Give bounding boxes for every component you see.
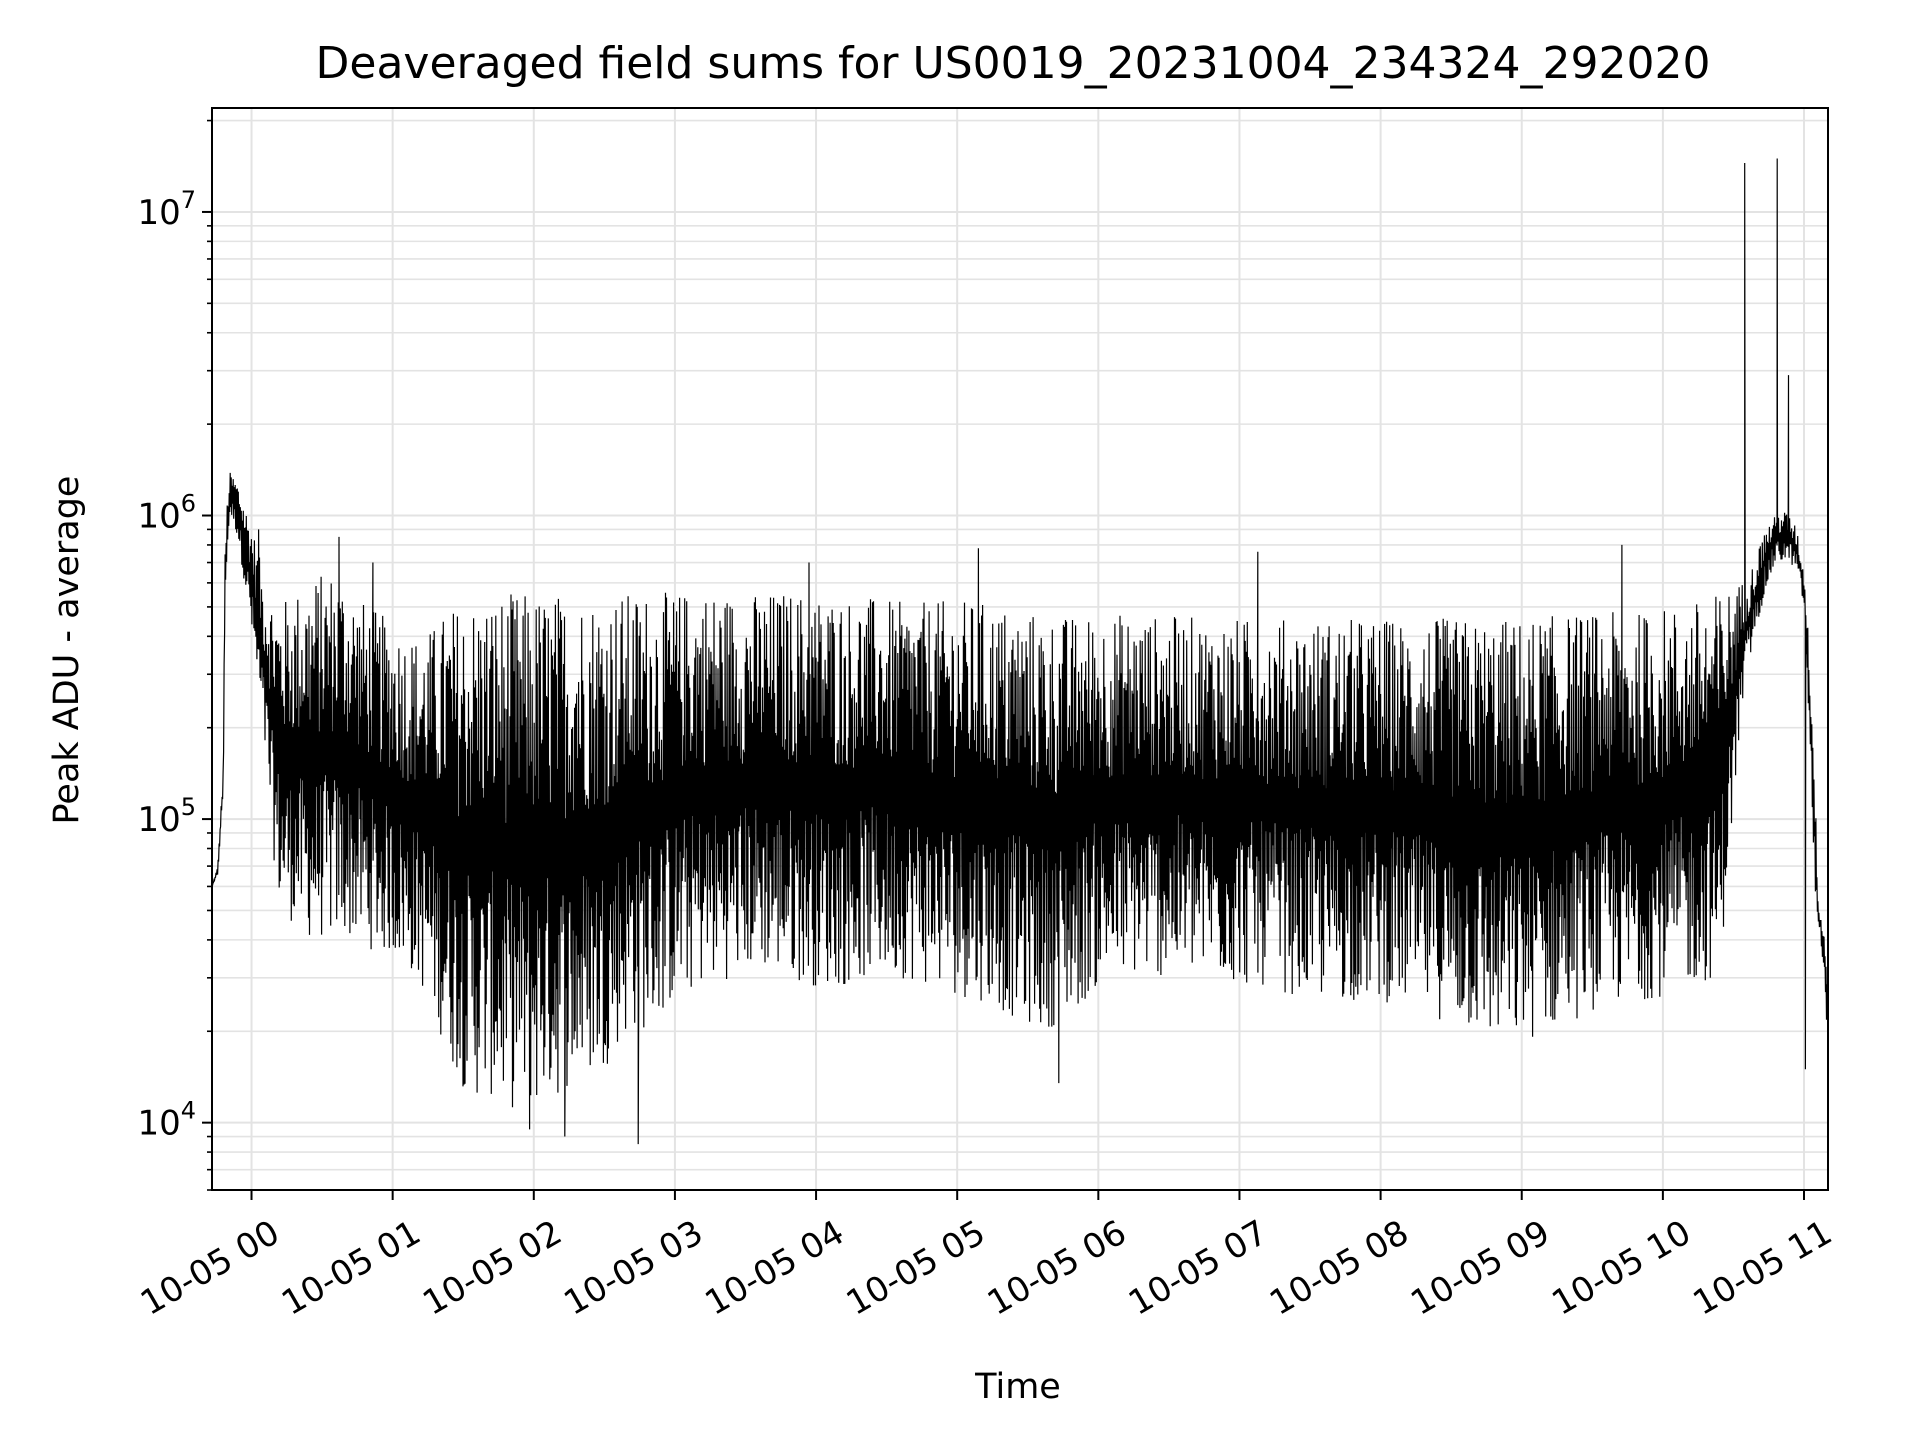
y-tick-label: 104: [137, 1097, 196, 1144]
x-tick-label: 10-05 04: [699, 1213, 851, 1324]
x-tick-label: 10-05 06: [981, 1213, 1133, 1324]
x-tick-label: 10-05 10: [1545, 1213, 1697, 1324]
x-tick-label: 10-05 11: [1687, 1213, 1839, 1324]
y-tick-label: 105: [137, 793, 196, 840]
x-tick-label: 10-05 07: [1122, 1213, 1274, 1324]
y-tick-label: 106: [137, 490, 196, 537]
chart-title: Deaveraged field sums for US0019_2023100…: [316, 38, 1711, 89]
x-tick-label: 10-05 03: [557, 1213, 709, 1324]
x-axis-label: Time: [974, 1367, 1061, 1407]
series-layer: [211, 158, 1829, 1145]
y-axis-label: Peak ADU - average: [47, 476, 87, 825]
x-tick-label: 10-05 00: [134, 1213, 286, 1324]
x-tick-label: 10-05 02: [416, 1213, 568, 1324]
y-axis-ticks: 104 105 106 107: [137, 119, 212, 1191]
x-tick-label: 10-05 09: [1404, 1213, 1556, 1324]
x-tick-label: 10-05 01: [275, 1213, 427, 1324]
x-tick-label: 10-05 05: [840, 1213, 992, 1324]
series-line: [211, 158, 1829, 1145]
x-tick-label: 10-05 08: [1263, 1213, 1415, 1324]
y-tick-label: 107: [137, 186, 196, 233]
plot-area-frame: [211, 107, 1829, 1191]
